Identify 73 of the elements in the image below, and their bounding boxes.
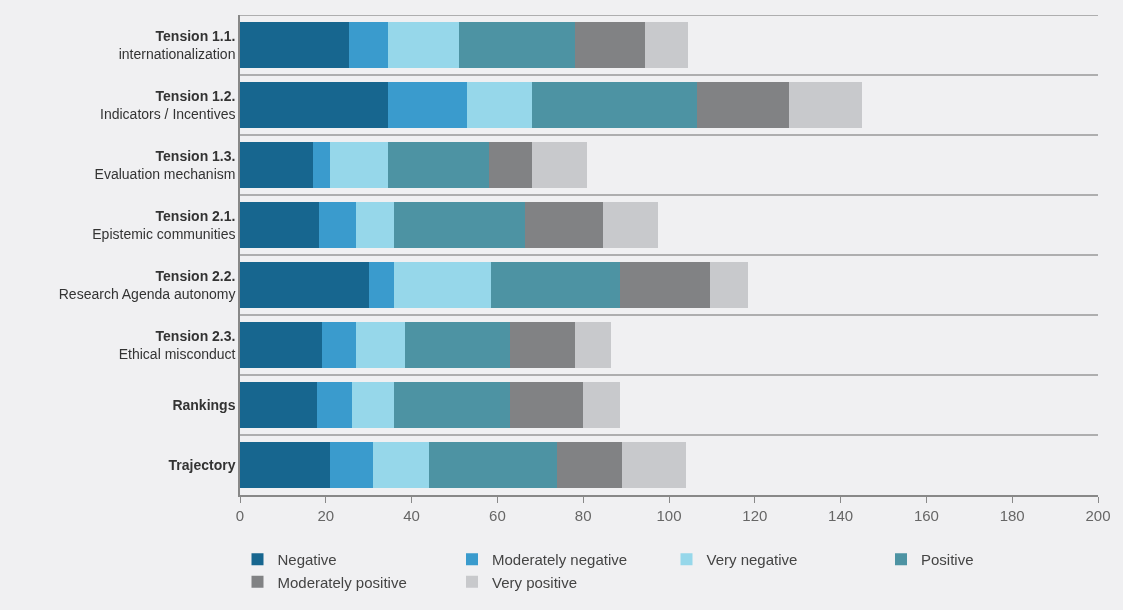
- bar: [510, 321, 575, 369]
- bar: [388, 21, 459, 69]
- y-tick-label: Tension 1.3. Evaluation mechanism: [94, 147, 236, 182]
- bar: [583, 381, 620, 429]
- bar: [388, 141, 489, 189]
- bar: [355, 201, 395, 249]
- x-tick-label: 200: [1085, 506, 1111, 524]
- bar: [696, 81, 790, 129]
- y-tick-label: Tension 2.3. Ethical misconduct: [118, 327, 236, 362]
- bar: [240, 441, 331, 489]
- y-tick-label: Tension 1.2. Indicators / Incentives: [100, 87, 236, 122]
- bar: [557, 441, 622, 489]
- bar: [372, 441, 429, 489]
- bar: [240, 81, 389, 129]
- bar: [394, 201, 526, 249]
- bar: [467, 81, 532, 129]
- bar: [312, 141, 331, 189]
- bar: [405, 321, 511, 369]
- bar: [531, 141, 588, 189]
- x-tick-label: 80: [574, 506, 592, 524]
- bar: [645, 21, 689, 69]
- bar: [330, 441, 373, 489]
- bar: [240, 21, 350, 69]
- x-tick-label: 180: [999, 506, 1025, 524]
- bar: [525, 201, 603, 249]
- bar: [510, 381, 584, 429]
- legend-label: Positive: [921, 551, 974, 569]
- bar: [602, 201, 659, 249]
- bar: [531, 81, 697, 129]
- x-tick-label: 0: [235, 506, 245, 524]
- bar: [394, 261, 491, 309]
- bar: [355, 321, 406, 369]
- y-tick-label: Trajectory: [168, 456, 236, 473]
- legend-label: Moderately positive: [277, 573, 407, 591]
- bar: [428, 441, 558, 489]
- bar: [240, 321, 322, 369]
- x-tick-label: 60: [489, 506, 506, 524]
- legend-label: Very negative: [706, 551, 798, 569]
- bar: [317, 381, 352, 429]
- legend-label: Negative: [277, 551, 337, 569]
- bar: [240, 381, 318, 429]
- x-tick-label: 120: [742, 506, 768, 524]
- y-tick-label: Tension 2.2. Research Agenda autonomy: [58, 267, 236, 302]
- x-tick-label: 20: [317, 506, 335, 524]
- bar: [394, 381, 511, 429]
- x-tick-label: 100: [656, 506, 682, 524]
- bar: [351, 381, 395, 429]
- bar: [240, 261, 369, 309]
- bar: [240, 201, 320, 249]
- bar: [488, 141, 532, 189]
- bar: [330, 141, 389, 189]
- bar: [574, 21, 646, 69]
- bar: [319, 201, 356, 249]
- x-tick-label: 40: [403, 506, 420, 524]
- legend-label: Very positive: [492, 573, 578, 591]
- bar: [574, 321, 612, 369]
- bar: [621, 441, 687, 489]
- bar: [619, 261, 710, 309]
- legend-label: Moderately negative: [492, 551, 628, 569]
- bar: [709, 261, 749, 309]
- bar: [349, 21, 389, 69]
- bar: [368, 261, 395, 309]
- bar: [789, 81, 863, 129]
- bar: [240, 141, 313, 189]
- bar: [490, 261, 620, 309]
- x-tick-label: 140: [828, 506, 854, 524]
- y-tick-label: Tension 1.1. internationalization: [118, 27, 236, 62]
- bar: [458, 21, 575, 69]
- bar: [388, 81, 468, 129]
- y-tick-label: Rankings: [172, 396, 236, 413]
- y-tick-label: Tension 2.1. Epistemic communities: [92, 207, 236, 242]
- x-tick-label: 160: [913, 506, 939, 524]
- bar: [321, 321, 356, 369]
